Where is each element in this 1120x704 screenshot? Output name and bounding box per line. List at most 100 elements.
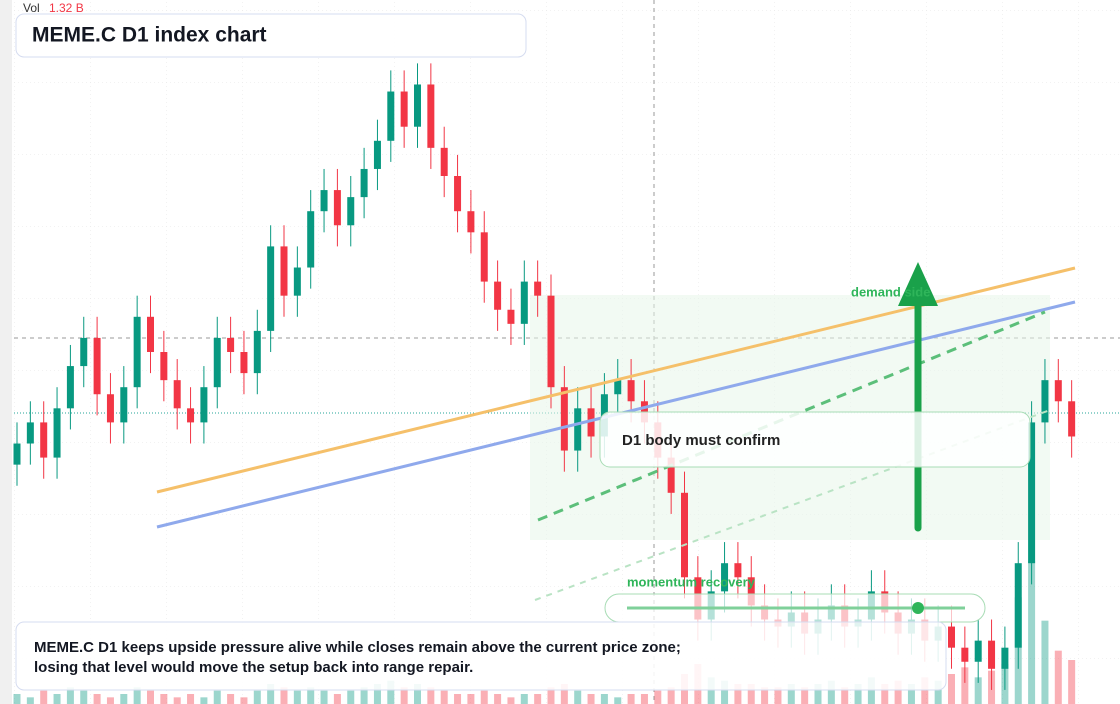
volume-bar	[614, 697, 622, 704]
volume-bar	[934, 680, 942, 704]
volume-bar	[881, 684, 889, 704]
volume-bar	[974, 677, 982, 704]
caption-line: MEME.C D1 keeps upside pressure alive wh…	[34, 639, 681, 656]
candle-body	[66, 366, 74, 409]
candle-body	[454, 176, 462, 212]
volume-bar	[227, 694, 235, 704]
volume-bar	[734, 684, 742, 704]
volume-bar	[160, 694, 168, 704]
volume-bar	[187, 694, 195, 704]
candle-body	[373, 140, 381, 169]
candle-body	[494, 281, 502, 310]
volume-bar	[133, 687, 141, 704]
candle-body	[106, 394, 114, 423]
arrow-head	[898, 262, 938, 306]
volume-bar	[360, 687, 368, 704]
volume-bar	[467, 694, 475, 704]
note-box	[599, 411, 1031, 468]
volume-bar	[26, 697, 34, 704]
candle-body	[307, 211, 315, 268]
volume-bar	[80, 690, 88, 704]
candle-body	[667, 457, 675, 493]
volume-bar	[827, 680, 835, 704]
volume-bar	[854, 684, 862, 704]
volume-bar	[1068, 660, 1076, 704]
candle-body	[200, 387, 208, 423]
caption-line: losing that level would move the setup b…	[34, 659, 473, 676]
volume-bar	[520, 694, 528, 704]
candle-body	[734, 563, 742, 578]
volume-bar	[774, 687, 782, 704]
volume-bar	[373, 684, 381, 704]
candle-body	[414, 84, 421, 127]
volume-bar	[1041, 620, 1049, 704]
candle-body	[1068, 401, 1076, 437]
candle-body	[1054, 380, 1062, 402]
volume-bar	[801, 687, 809, 704]
volume-bar	[600, 694, 608, 704]
volume-bar	[333, 694, 341, 704]
candle-body	[614, 380, 622, 395]
candle-body	[574, 408, 582, 451]
volume-bar	[40, 690, 48, 704]
candle-body	[240, 352, 248, 374]
candle-body	[320, 190, 328, 212]
candle-body	[227, 337, 235, 352]
volume-bar	[307, 687, 315, 704]
volume-bar	[200, 697, 208, 704]
candle-body	[520, 281, 528, 324]
candle-body	[627, 380, 635, 402]
volume-bar	[454, 694, 462, 704]
candle-body	[467, 211, 475, 233]
volume-bar	[1054, 650, 1062, 704]
volume-bar	[480, 690, 488, 704]
volume-bar	[654, 690, 662, 704]
candle-body	[534, 281, 542, 296]
volume-bar	[948, 674, 955, 704]
volume-bar	[53, 694, 61, 704]
volume-bar	[507, 697, 515, 704]
candle-body	[1028, 422, 1036, 564]
candle-body	[147, 316, 154, 352]
volume-bar	[213, 690, 221, 704]
candle-body	[1001, 647, 1009, 669]
candle-body	[507, 309, 515, 324]
candle-body	[560, 387, 568, 451]
volume-name: Vol	[23, 1, 40, 15]
candle-body	[80, 337, 88, 367]
candle-body	[480, 232, 488, 282]
volume-bar	[841, 687, 849, 704]
volume-bar	[414, 684, 421, 704]
volume-bar	[240, 697, 248, 704]
volume-bar	[427, 687, 435, 704]
volume-bar	[387, 680, 395, 704]
volume-bar	[961, 667, 969, 704]
candle-body	[961, 647, 969, 662]
candle-body	[360, 168, 368, 198]
candle-body	[253, 330, 261, 374]
candle-body	[173, 380, 181, 409]
volume-bar	[293, 690, 301, 704]
candle-body	[988, 640, 996, 669]
volume-bar	[534, 694, 542, 704]
volume-bar	[320, 690, 328, 704]
volume-bar	[627, 694, 635, 704]
candle-body	[400, 91, 408, 127]
volume-bar	[547, 687, 555, 704]
chart-title: MEME.C D1 index chart	[32, 24, 267, 47]
volume-bar	[106, 697, 114, 704]
candle-body	[133, 316, 141, 388]
volume-bar	[640, 694, 648, 704]
left-strip	[0, 0, 12, 704]
candle-body	[13, 443, 21, 465]
volume-bar	[667, 687, 675, 704]
volume-bar	[814, 684, 822, 704]
candle-body	[547, 295, 555, 388]
volume-bar	[574, 690, 582, 704]
title-box	[15, 13, 527, 58]
volume-bar	[894, 680, 902, 704]
volume-bar	[66, 687, 74, 704]
annotation: demand side	[851, 284, 930, 299]
